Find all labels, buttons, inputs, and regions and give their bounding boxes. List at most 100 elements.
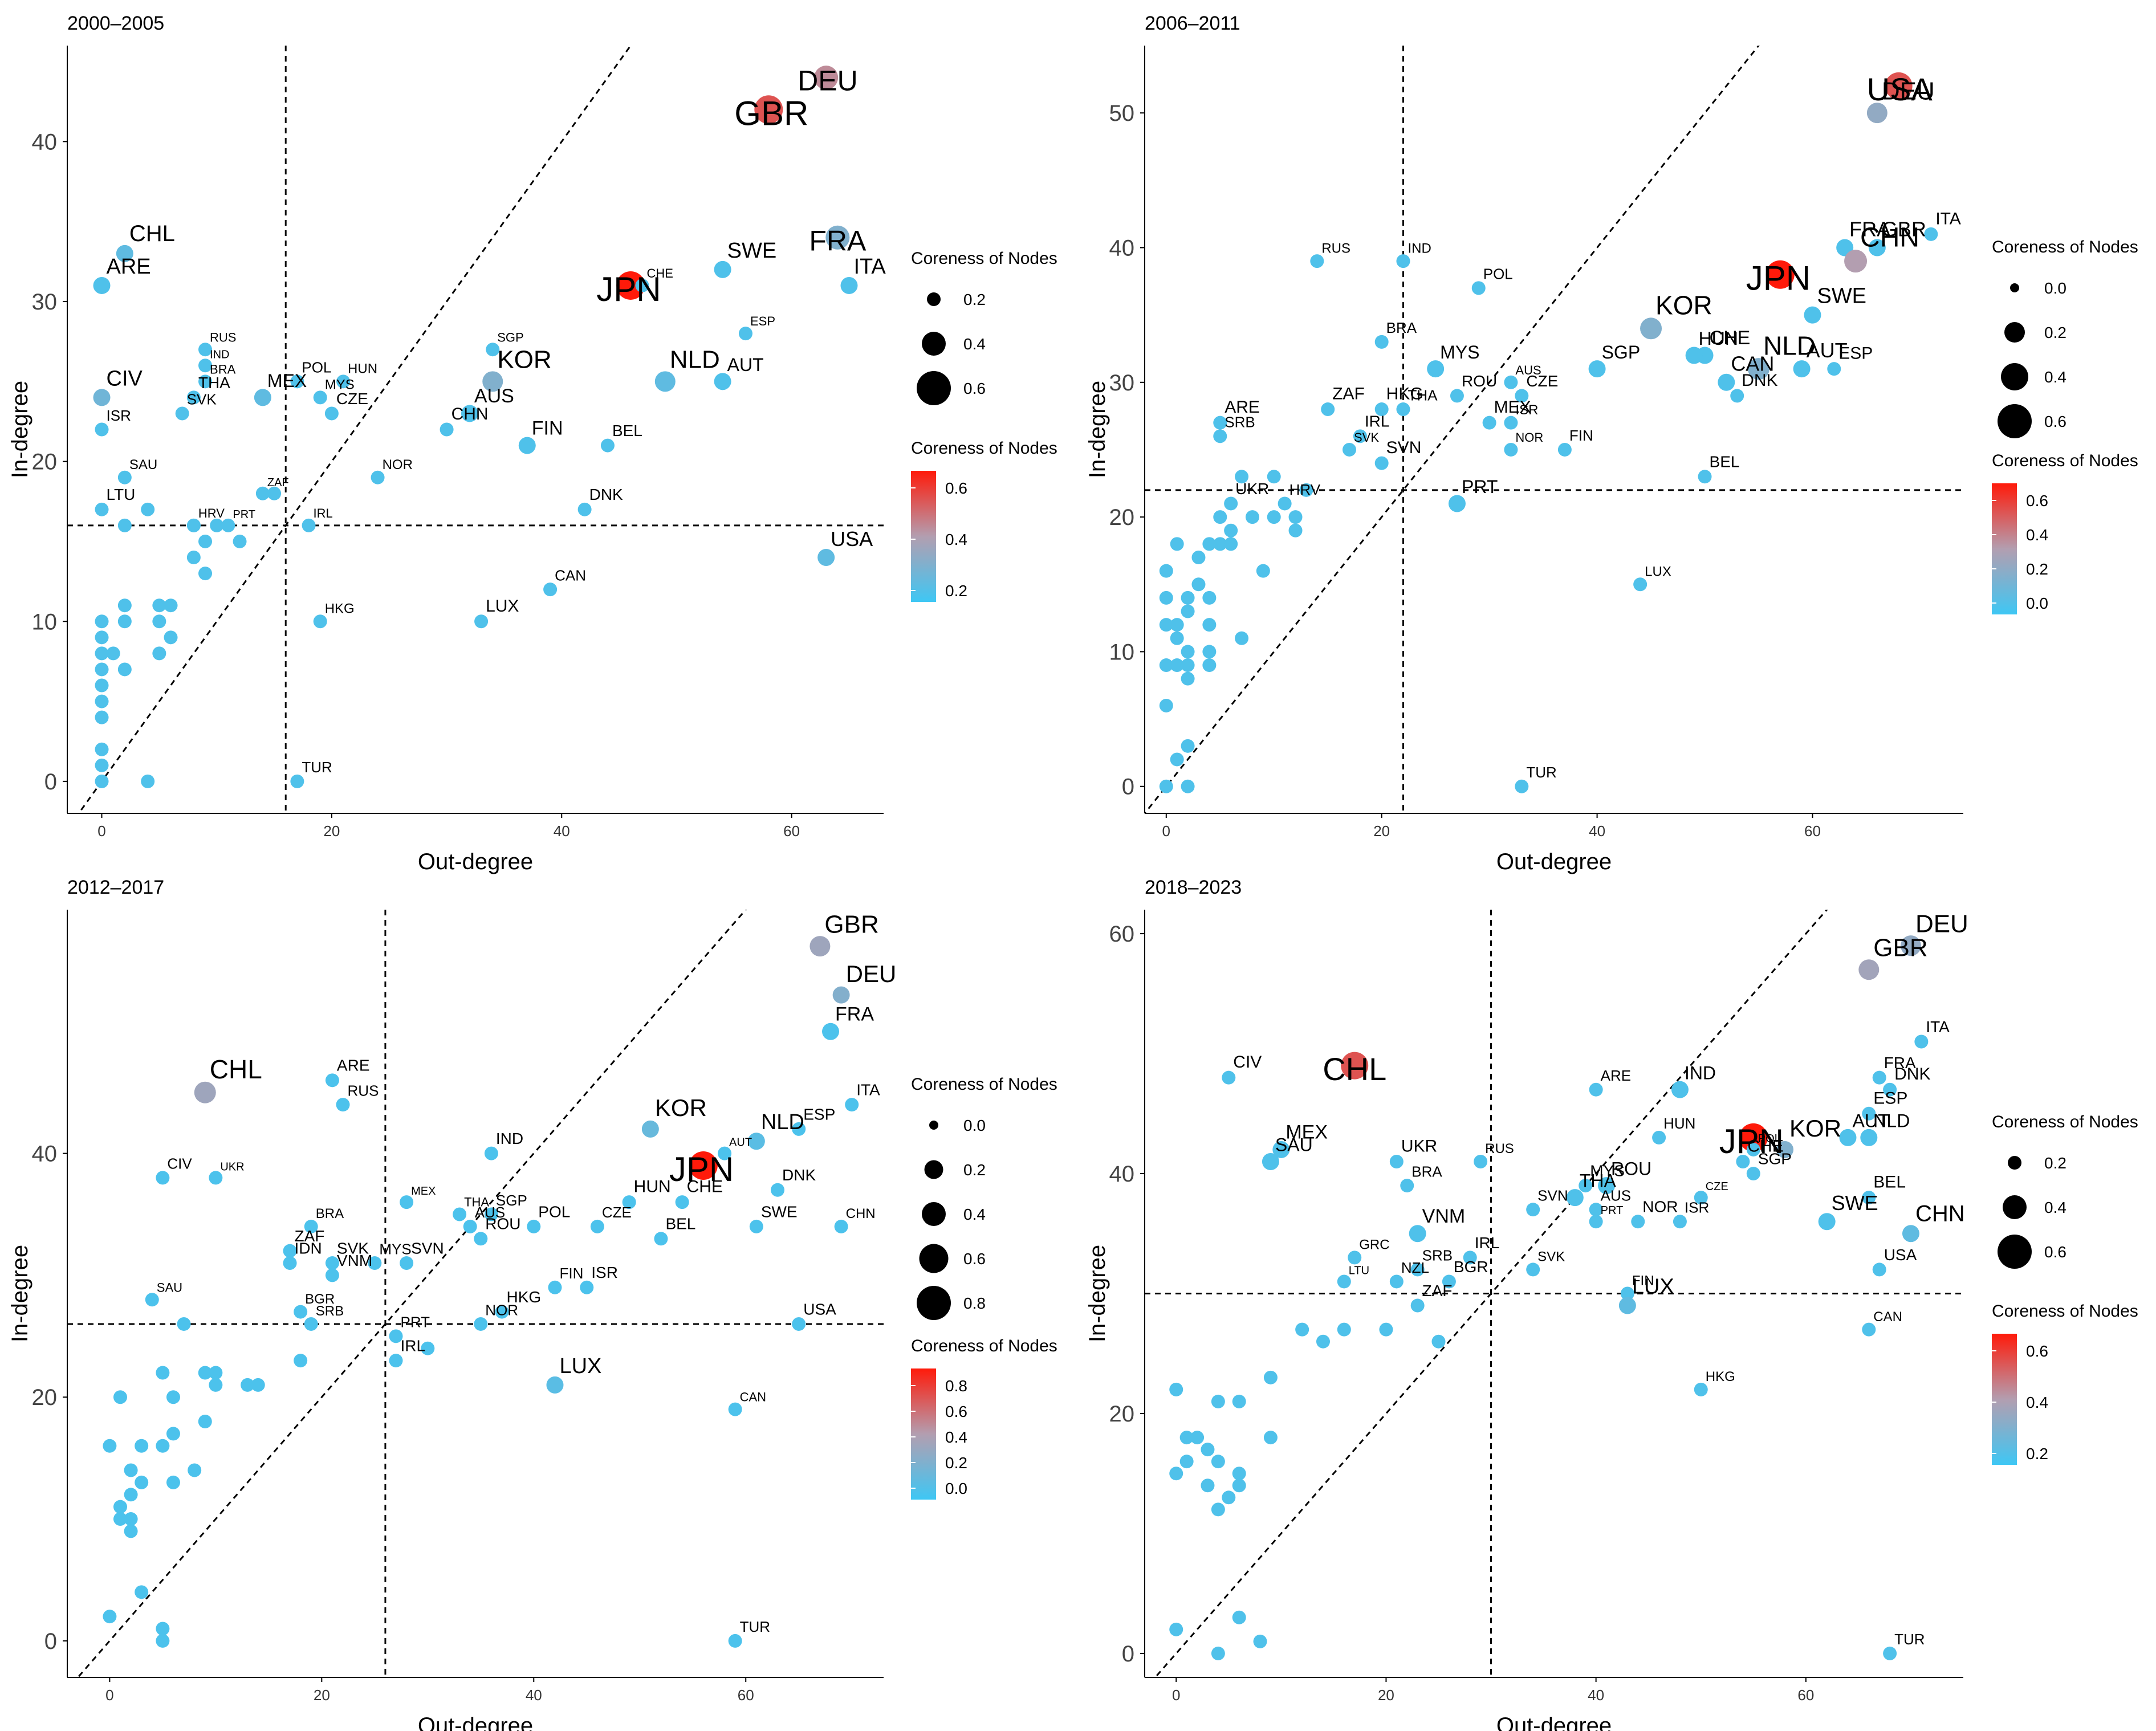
panel-title: 2018–2023 — [1145, 877, 1242, 898]
point-label-ukr: UKR — [1235, 480, 1269, 498]
points — [1159, 72, 1938, 793]
data-point — [241, 1378, 255, 1392]
data-point — [1222, 1490, 1236, 1505]
x-axis-title: Out-degree — [1496, 849, 1612, 874]
data-point — [1179, 1431, 1194, 1445]
color-legend-label: 0.4 — [945, 531, 967, 548]
data-point-swe — [749, 1219, 763, 1233]
size-legend-circle — [2004, 322, 2025, 343]
point-label-sau: SAU — [1275, 1135, 1313, 1155]
point-label-ita: ITA — [1926, 1018, 1950, 1036]
data-point-ita — [1914, 1034, 1929, 1049]
data-point-fin — [1620, 1286, 1634, 1301]
y-axis-title: In-degree — [1085, 381, 1110, 478]
y-axis-title: In-degree — [7, 1245, 32, 1342]
point-label-gbr: GBR — [824, 910, 878, 938]
data-point — [1263, 1370, 1278, 1384]
data-point — [1224, 523, 1238, 537]
point-label-hrv: HRV — [1289, 481, 1321, 498]
point-label-tha: THA — [1407, 386, 1438, 404]
panel-4: 2018–2023 0 20 40 60 0 20 40 60 Out-degree In-degr… — [1085, 877, 2138, 1731]
data-point-tha — [1566, 1189, 1584, 1207]
data-point-can — [1862, 1322, 1876, 1337]
size-legend-circle — [919, 1244, 949, 1273]
point-label-nld: NLD — [1763, 331, 1816, 360]
data-point — [166, 1427, 180, 1441]
data-point-dnk — [577, 502, 592, 516]
x-tick-label: 40 — [1588, 1687, 1604, 1704]
color-legend-title: Coreness of Nodes — [911, 439, 1057, 458]
point-label-irl: IRL — [314, 506, 333, 520]
y-axis-title: In-degree — [7, 381, 32, 478]
data-point — [198, 567, 213, 581]
point-label-aus: AUS — [475, 1204, 505, 1221]
data-point-fra — [822, 1023, 840, 1040]
data-point — [1256, 564, 1270, 578]
data-point-svk — [175, 406, 189, 421]
data-point — [106, 646, 120, 661]
point-label-hkg: HKG — [506, 1288, 541, 1306]
data-point-sgp — [484, 1207, 498, 1221]
data-point-ukr — [1389, 1154, 1404, 1168]
data-point — [117, 518, 132, 532]
data-point-nld — [747, 1133, 765, 1150]
data-point-rus — [1474, 1154, 1488, 1168]
data-point-fin — [1557, 442, 1572, 457]
data-point-prt — [221, 518, 235, 532]
x-tick-label: 20 — [1373, 822, 1390, 840]
color-legend: Coreness of Nodes 0.6 0.4 0.2 — [1992, 1302, 2138, 1465]
y-tick-label: 20 — [1109, 1402, 1135, 1427]
point-label-ukr: UKR — [220, 1160, 244, 1173]
point-label-can: CAN — [740, 1390, 766, 1404]
data-point — [1232, 1467, 1246, 1481]
diagonal-line — [1145, 46, 1760, 813]
data-point-cze — [1694, 1191, 1708, 1205]
data-point-mys — [1427, 360, 1445, 378]
point-label-dnk: DNK — [782, 1166, 816, 1184]
point-label-chl: CHL — [129, 221, 175, 246]
data-point-jpn — [1739, 1123, 1768, 1152]
point-label-nld: NLD — [1873, 1110, 1910, 1131]
point-label-gbr: GBR — [1882, 217, 1926, 241]
size-legend-circle — [917, 1286, 951, 1320]
size-legend-label: 0.2 — [2044, 324, 2066, 341]
point-label-vnm: VNM — [1422, 1205, 1466, 1227]
point-label-swe: SWE — [727, 239, 777, 263]
data-point-hkg — [1694, 1382, 1708, 1396]
point-label-prt: PRT — [1601, 1204, 1624, 1217]
point-label-chl: CHL — [1323, 1051, 1386, 1087]
data-point-nzl — [1389, 1274, 1404, 1289]
data-point-svk — [1343, 442, 1356, 457]
size-legend-label: 0.8 — [963, 1294, 986, 1312]
data-point-mex — [1482, 416, 1496, 430]
data-point — [1316, 1334, 1330, 1349]
size-legend-circle — [924, 1160, 943, 1179]
data-point-gbr — [809, 936, 831, 957]
data-point — [1181, 590, 1195, 605]
point-label-ltu: LTU — [1349, 1264, 1369, 1277]
point-label-tha: THA — [198, 374, 230, 392]
point-label-idn: IDN — [295, 1239, 322, 1257]
color-legend-label: 0.6 — [2026, 492, 2048, 510]
data-point-hun — [1652, 1130, 1666, 1145]
point-label-can: CAN — [555, 567, 586, 584]
data-point-ind — [1671, 1081, 1689, 1098]
data-point-bgr — [294, 1305, 308, 1319]
data-point — [1211, 1455, 1225, 1469]
data-point — [95, 646, 109, 661]
data-point-usa — [1872, 1262, 1886, 1277]
x-tick-label: 40 — [554, 822, 570, 840]
data-point — [177, 1317, 191, 1331]
point-label-ind: IND — [210, 348, 229, 361]
size-legend-label: 0.4 — [2044, 368, 2066, 386]
y-tick-label: 40 — [32, 129, 58, 154]
color-legend-bar — [1992, 483, 2017, 614]
point-label-esp: ESP — [803, 1105, 835, 1123]
point-label-rus: RUS — [210, 330, 236, 344]
data-point-nor — [1504, 442, 1518, 457]
data-point-ind — [198, 359, 213, 373]
point-label-zaf: ZAF — [295, 1227, 325, 1245]
data-point — [124, 1512, 138, 1526]
data-point-grc — [1348, 1251, 1362, 1265]
